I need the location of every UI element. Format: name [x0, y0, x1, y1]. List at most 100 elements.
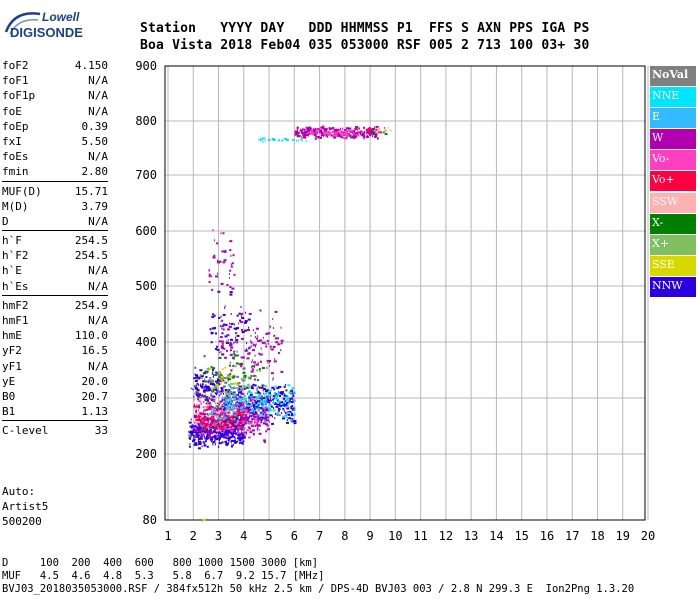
data-point-nnw: [189, 435, 191, 438]
data-point-vo-: [344, 132, 348, 135]
header-row-2: Boa Vista 2018 Feb04 035 053000 RSF 005 …: [140, 38, 590, 53]
data-point-x-: [203, 355, 206, 358]
data-point-nnw: [219, 439, 220, 442]
digisonde-logo: Lowell DIGISONDE: [4, 8, 90, 48]
data-point-w: [197, 398, 200, 401]
data-point-nnw: [261, 384, 265, 387]
data-point-nne: [245, 402, 248, 404]
data-point-nne: [287, 411, 290, 414]
data-point-vo-: [207, 406, 209, 409]
data-point-x-: [234, 365, 237, 368]
data-point-nnw: [241, 431, 243, 434]
data-point-w: [249, 420, 253, 423]
data-point-w: [216, 242, 219, 245]
data-point-e: [213, 410, 217, 413]
data-point-nnw: [245, 321, 247, 324]
data-point-nnw: [221, 327, 223, 330]
data-point-nnw: [216, 348, 220, 351]
data-point-nne: [275, 395, 278, 398]
data-point-nnw: [238, 439, 242, 442]
data-point-w: [210, 432, 214, 435]
data-point-nne: [228, 384, 230, 386]
data-point-nnw: [247, 318, 251, 321]
data-point-w: [222, 232, 225, 235]
data-point-nnw: [220, 433, 223, 436]
data-point-w: [320, 136, 322, 139]
data-point-nne: [250, 410, 254, 413]
param-row: h`E N/A: [2, 263, 108, 278]
data-point-w: [280, 349, 282, 352]
data-point-vo-: [202, 421, 206, 424]
data-point-vo-: [253, 417, 257, 420]
data-point-nnw: [256, 387, 258, 390]
data-point-w: [223, 404, 225, 406]
data-point-w: [208, 275, 211, 278]
data-point-nnw: [269, 414, 273, 417]
data-point-nnw: [225, 342, 229, 344]
data-point-nne: [226, 400, 230, 403]
data-point-nnw: [194, 380, 198, 382]
data-point-w: [209, 436, 213, 439]
data-point-w: [236, 332, 238, 334]
data-point-nnw: [238, 391, 241, 394]
data-point-nnw: [196, 389, 200, 392]
data-point-w: [259, 339, 263, 342]
data-point-w: [296, 126, 299, 129]
data-point-nne: [265, 401, 267, 404]
data-point-nnw: [260, 386, 264, 389]
data-point-nnw: [195, 434, 199, 437]
data-point-sse: [215, 384, 219, 387]
data-point-nnw: [190, 418, 192, 421]
data-point-nnw: [243, 387, 246, 390]
param-name: foEp: [2, 119, 29, 133]
data-point-noval: [194, 392, 196, 395]
data-point-w: [226, 334, 230, 337]
data-point-vo-: [241, 409, 244, 412]
data-point-nnw: [277, 407, 281, 410]
data-point-w: [360, 130, 363, 133]
data-point-e: [267, 413, 269, 416]
data-point-vo-: [227, 414, 229, 417]
data-point-vo-: [329, 132, 332, 135]
data-point-e: [265, 392, 268, 394]
data-point-nnw: [213, 314, 216, 317]
param-row: fxI 5.50: [2, 134, 108, 149]
data-point-w: [327, 136, 329, 138]
data-point-w: [256, 415, 258, 418]
data-point-w: [195, 416, 197, 419]
data-point-nnw: [270, 405, 273, 408]
data-point-w: [241, 337, 244, 340]
data-point-nnw: [200, 423, 202, 425]
data-point-nnw: [191, 431, 193, 434]
data-point-vo-: [206, 419, 208, 422]
data-point-vo-: [254, 421, 256, 424]
data-point-w: [338, 135, 342, 137]
data-point-nne: [223, 396, 225, 399]
data-point-w: [215, 425, 219, 428]
data-point-w: [334, 130, 338, 132]
data-point-nnw: [273, 388, 276, 391]
data-point-w: [322, 125, 325, 128]
data-point-w: [207, 431, 209, 434]
data-point-sse: [232, 368, 233, 371]
data-point-nnw: [290, 390, 293, 393]
data-point-w: [354, 135, 357, 137]
data-point-nnw: [251, 385, 254, 388]
autoscaling-info: Auto: Artist5 500200: [2, 484, 48, 529]
data-point-w: [253, 375, 257, 377]
data-point-nnw: [233, 341, 235, 344]
data-point-nnw: [193, 425, 197, 428]
data-point-w: [322, 134, 323, 137]
data-point-w: [323, 133, 325, 136]
data-point-w: [326, 130, 327, 133]
data-point-nnw: [215, 348, 217, 350]
data-point-w: [315, 127, 317, 130]
data-point-w: [235, 420, 239, 423]
y-tick-label: 80: [143, 513, 157, 527]
footer: D 100 200 400 600 800 1000 1500 3000 [km…: [2, 557, 634, 596]
data-point-x-: [258, 368, 261, 371]
data-point-ssw: [197, 416, 199, 419]
data-point-w: [314, 131, 316, 134]
data-point-w: [223, 431, 225, 434]
data-point-nnw: [237, 430, 239, 432]
